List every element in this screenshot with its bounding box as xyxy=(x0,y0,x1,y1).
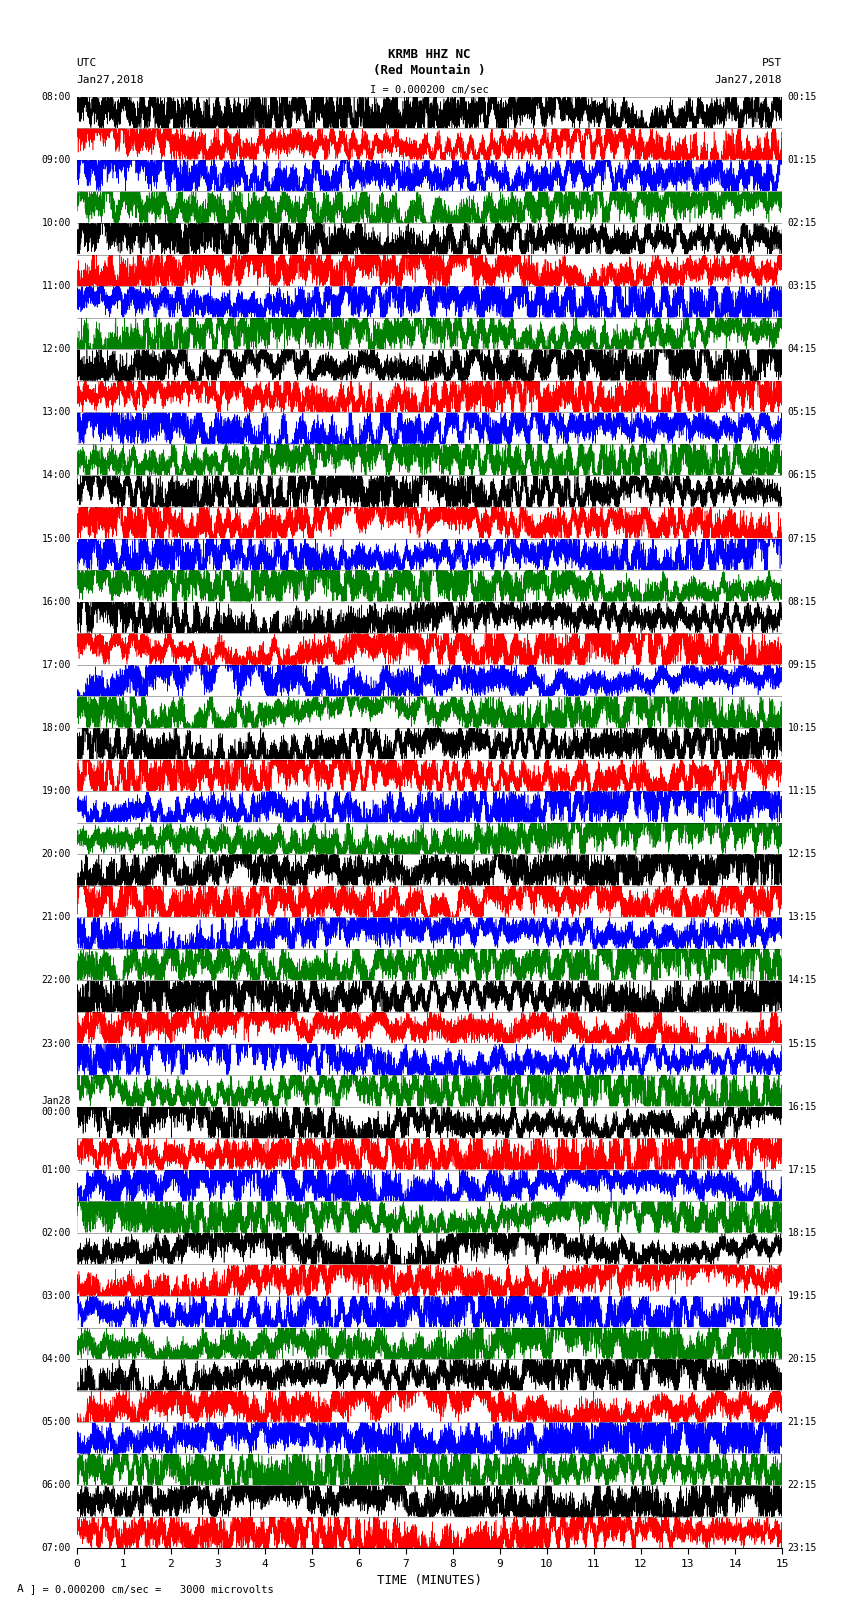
Text: 23:00: 23:00 xyxy=(42,1039,71,1048)
Text: 11:15: 11:15 xyxy=(788,786,817,797)
Text: (Red Mountain ): (Red Mountain ) xyxy=(373,65,485,77)
Text: 17:00: 17:00 xyxy=(42,660,71,669)
Text: 03:00: 03:00 xyxy=(42,1290,71,1302)
Text: 08:15: 08:15 xyxy=(788,597,817,606)
Text: 19:00: 19:00 xyxy=(42,786,71,797)
Text: 07:00: 07:00 xyxy=(42,1544,71,1553)
Text: 17:15: 17:15 xyxy=(788,1165,817,1174)
Text: 13:00: 13:00 xyxy=(42,408,71,418)
Text: 08:00: 08:00 xyxy=(42,92,71,102)
Text: 02:15: 02:15 xyxy=(788,218,817,227)
Text: 09:15: 09:15 xyxy=(788,660,817,669)
Text: 04:00: 04:00 xyxy=(42,1355,71,1365)
Text: ] = 0.000200 cm/sec =   3000 microvolts: ] = 0.000200 cm/sec = 3000 microvolts xyxy=(30,1584,274,1594)
Text: 18:15: 18:15 xyxy=(788,1227,817,1237)
Text: 15:15: 15:15 xyxy=(788,1039,817,1048)
Text: 10:15: 10:15 xyxy=(788,723,817,732)
X-axis label: TIME (MINUTES): TIME (MINUTES) xyxy=(377,1574,482,1587)
Text: A: A xyxy=(17,1584,24,1594)
Text: PST: PST xyxy=(762,58,782,68)
Text: 12:00: 12:00 xyxy=(42,344,71,355)
Text: 10:00: 10:00 xyxy=(42,218,71,227)
Text: 15:00: 15:00 xyxy=(42,534,71,544)
Text: 22:00: 22:00 xyxy=(42,976,71,986)
Text: 03:15: 03:15 xyxy=(788,281,817,290)
Text: Jan28
00:00: Jan28 00:00 xyxy=(42,1095,71,1118)
Text: Jan27,2018: Jan27,2018 xyxy=(715,76,782,85)
Text: I = 0.000200 cm/sec: I = 0.000200 cm/sec xyxy=(370,85,489,95)
Text: 13:15: 13:15 xyxy=(788,913,817,923)
Text: 12:15: 12:15 xyxy=(788,848,817,860)
Text: 14:15: 14:15 xyxy=(788,976,817,986)
Text: 22:15: 22:15 xyxy=(788,1481,817,1490)
Text: 21:15: 21:15 xyxy=(788,1418,817,1428)
Text: KRMB HHZ NC: KRMB HHZ NC xyxy=(388,48,471,61)
Text: 23:15: 23:15 xyxy=(788,1544,817,1553)
Text: UTC: UTC xyxy=(76,58,97,68)
Text: 14:00: 14:00 xyxy=(42,471,71,481)
Text: 20:15: 20:15 xyxy=(788,1355,817,1365)
Text: 07:15: 07:15 xyxy=(788,534,817,544)
Text: 16:15: 16:15 xyxy=(788,1102,817,1111)
Text: 06:00: 06:00 xyxy=(42,1481,71,1490)
Text: 02:00: 02:00 xyxy=(42,1227,71,1237)
Text: 00:15: 00:15 xyxy=(788,92,817,102)
Text: 16:00: 16:00 xyxy=(42,597,71,606)
Text: 01:00: 01:00 xyxy=(42,1165,71,1174)
Text: 21:00: 21:00 xyxy=(42,913,71,923)
Text: 05:00: 05:00 xyxy=(42,1418,71,1428)
Text: 20:00: 20:00 xyxy=(42,848,71,860)
Text: 04:15: 04:15 xyxy=(788,344,817,355)
Text: 18:00: 18:00 xyxy=(42,723,71,732)
Text: 11:00: 11:00 xyxy=(42,281,71,290)
Text: 09:00: 09:00 xyxy=(42,155,71,165)
Text: 01:15: 01:15 xyxy=(788,155,817,165)
Text: 19:15: 19:15 xyxy=(788,1290,817,1302)
Text: 05:15: 05:15 xyxy=(788,408,817,418)
Text: Jan27,2018: Jan27,2018 xyxy=(76,76,144,85)
Text: 06:15: 06:15 xyxy=(788,471,817,481)
